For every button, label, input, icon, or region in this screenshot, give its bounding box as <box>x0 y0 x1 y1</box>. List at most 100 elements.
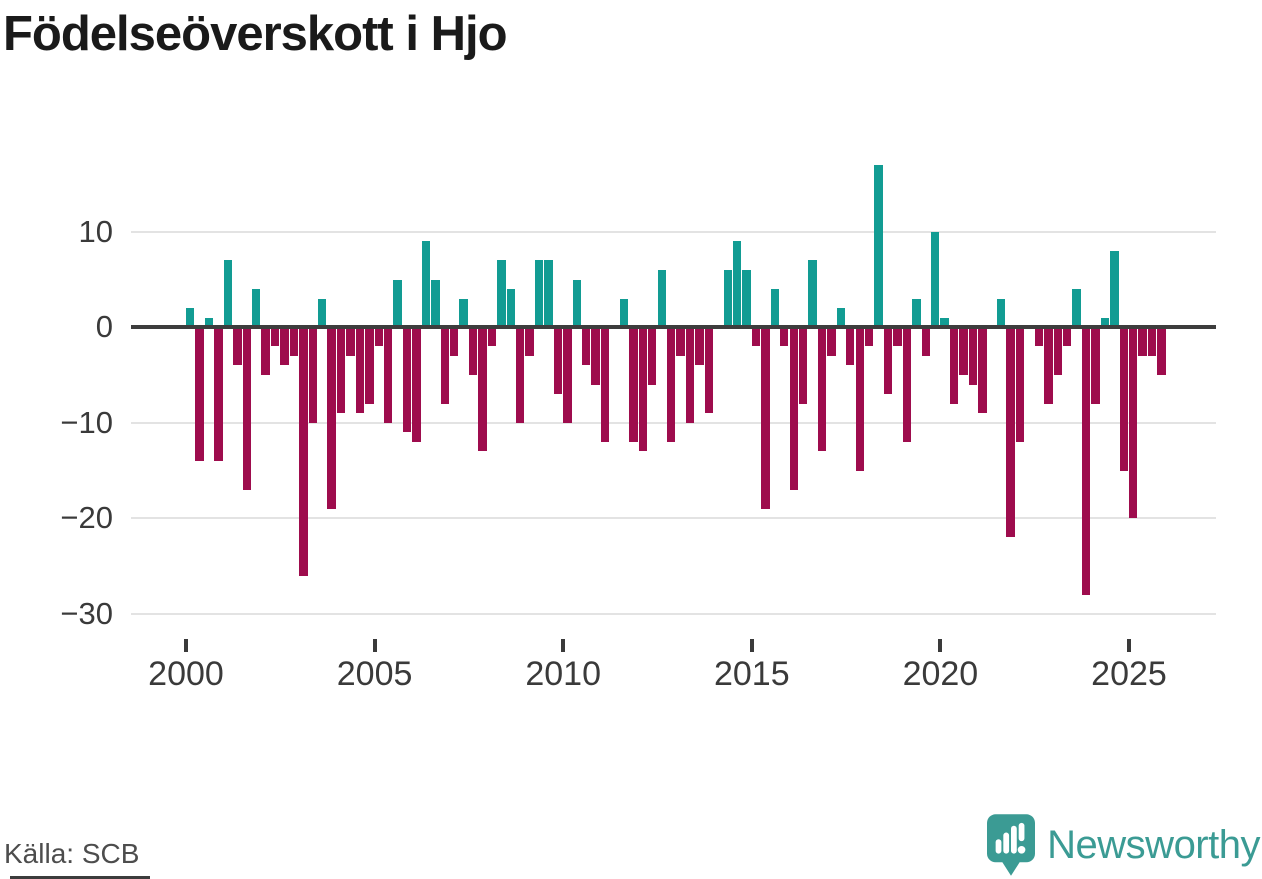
bar-2007Q4 <box>478 327 487 452</box>
bar-2024Q1 <box>1091 327 1100 404</box>
bar-2012Q3 <box>657 270 666 328</box>
x-axis-tick-2010 <box>561 639 566 652</box>
bar-2023Q4 <box>1081 327 1091 595</box>
y-axis-label: −20 <box>60 500 113 536</box>
bar-2018Q1 <box>864 327 874 347</box>
bar-2019Q3 <box>921 327 930 356</box>
bar-2006Q2 <box>421 241 431 328</box>
bar-2019Q2 <box>912 298 921 328</box>
bar-2010Q1 <box>563 327 572 423</box>
bar-2012Q4 <box>666 327 676 442</box>
bar-2004Q3 <box>355 327 365 414</box>
bar-2019Q1 <box>902 327 912 442</box>
bar-2017Q2 <box>836 308 846 328</box>
bar-2002Q4 <box>289 327 299 356</box>
gridline-10 <box>131 230 1216 233</box>
logo-bar-small <box>995 839 1002 854</box>
bar-2015Q3 <box>770 289 780 328</box>
bar-2024Q2 <box>1100 317 1110 328</box>
bar-2008Q3 <box>506 289 515 328</box>
bar-2005Q2 <box>384 327 393 423</box>
bar-2015Q1 <box>751 327 761 347</box>
bar-2010Q4 <box>591 327 600 385</box>
bar-2006Q1 <box>412 327 421 442</box>
bar-2009Q3 <box>544 260 553 328</box>
bar-2005Q1 <box>374 327 383 347</box>
x-axis-label-2000: 2000 <box>148 655 224 693</box>
x-axis-label-2020: 2020 <box>902 655 979 693</box>
bar-2013Q1 <box>676 327 685 356</box>
bar-2000Q3 <box>204 317 214 328</box>
bar-2023Q2 <box>1062 327 1072 347</box>
bar-2007Q3 <box>468 327 478 376</box>
bar-2020Q2 <box>949 327 959 404</box>
bar-2021Q1 <box>978 327 987 414</box>
bar-2025Q1 <box>1129 327 1138 519</box>
zero-axis-line <box>131 325 1216 330</box>
bar-2005Q4 <box>402 327 412 433</box>
y-axis-label: −30 <box>60 595 113 631</box>
bar-2001Q1 <box>223 260 233 328</box>
bar-2004Q4 <box>365 327 374 404</box>
bar-2004Q1 <box>336 327 346 414</box>
y-axis-label: −10 <box>60 404 113 440</box>
bar-2018Q3 <box>883 327 893 395</box>
bar-2016Q4 <box>817 327 827 452</box>
bar-2020Q3 <box>959 327 968 376</box>
bar-2021Q3 <box>996 298 1006 328</box>
bar-2013Q4 <box>704 327 714 414</box>
newsworthy-logo-icon <box>987 814 1036 876</box>
bar-2017Q1 <box>827 327 836 356</box>
bar-2006Q4 <box>440 327 449 404</box>
bar-2017Q3 <box>846 327 855 366</box>
bar-2022Q3 <box>1034 327 1044 347</box>
bar-2017Q4 <box>855 327 864 471</box>
logo-bar-medium <box>1003 832 1010 854</box>
bar-2007Q2 <box>459 298 468 328</box>
bar-2011Q3 <box>619 298 629 328</box>
bar-2002Q2 <box>270 327 280 347</box>
bar-2003Q2 <box>308 327 317 423</box>
x-axis-label-2025: 2025 <box>1091 655 1167 693</box>
bar-2003Q3 <box>318 298 327 328</box>
bar-2019Q4 <box>930 231 940 328</box>
x-axis-label-2005: 2005 <box>336 655 413 693</box>
bar-2013Q3 <box>695 327 704 366</box>
chart-title: Födelseöverskott i Hjo <box>3 7 508 61</box>
source-caption: Källa: SCB <box>4 838 140 869</box>
bar-2022Q1 <box>1015 327 1025 442</box>
bar-2024Q4 <box>1119 327 1128 471</box>
x-axis-label-2015: 2015 <box>713 655 790 693</box>
y-axis-label: 10 <box>78 213 113 249</box>
y-axis-label: 0 <box>95 309 113 345</box>
bar-2000Q1 <box>186 308 195 328</box>
x-axis-label-2010: 2010 <box>525 655 601 693</box>
bar-2024Q3 <box>1110 250 1119 328</box>
bar-2009Q1 <box>525 327 534 356</box>
bar-2025Q2 <box>1138 327 1147 356</box>
bar-2009Q2 <box>534 260 544 328</box>
bar-2018Q2 <box>874 164 883 328</box>
bar-2023Q1 <box>1053 327 1062 376</box>
bar-2025Q4 <box>1157 327 1166 376</box>
bar-2010Q2 <box>572 279 582 328</box>
logo-bar-large <box>1011 825 1017 854</box>
bar-2010Q3 <box>582 327 591 366</box>
bottom-edge-artifact <box>10 876 150 879</box>
bar-2021Q4 <box>1006 327 1015 538</box>
x-axis-tick-2025 <box>1127 639 1131 652</box>
bar-2012Q2 <box>648 327 657 385</box>
bar-2018Q4 <box>893 327 902 347</box>
bar-2020Q1 <box>940 317 949 328</box>
bar-2020Q4 <box>968 327 978 385</box>
bar-2003Q1 <box>299 327 308 576</box>
bar-2013Q2 <box>685 327 695 423</box>
bar-2014Q3 <box>732 241 742 328</box>
newsworthy-brand: Newsworthy <box>987 814 1260 876</box>
bar-2008Q1 <box>487 327 497 347</box>
bar-2016Q3 <box>808 260 817 328</box>
bar-2015Q2 <box>761 327 770 509</box>
bar-2011Q4 <box>629 327 638 442</box>
x-axis-tick-2015 <box>749 639 754 652</box>
